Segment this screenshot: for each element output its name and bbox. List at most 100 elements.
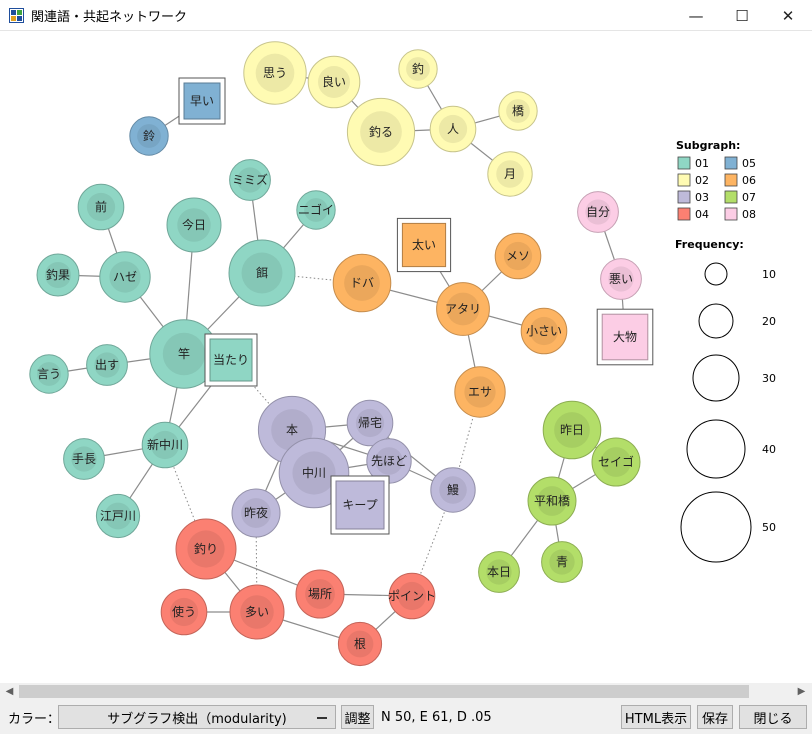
node-釣[interactable]: 釣 xyxy=(398,49,438,89)
scroll-right-icon[interactable]: ▶ xyxy=(797,686,806,697)
node-使う[interactable]: 使う xyxy=(160,588,208,636)
node-場所[interactable]: 場所 xyxy=(295,569,345,619)
node-core xyxy=(397,581,427,611)
node-core xyxy=(162,332,206,376)
color-mode-select[interactable]: サブグラフ検出（modularity) xyxy=(58,705,336,729)
node-core xyxy=(360,111,402,153)
node-core xyxy=(44,261,72,289)
color-mode-value: サブグラフ検出（modularity) xyxy=(107,711,287,727)
node-label: メソ xyxy=(506,249,530,263)
node-思う[interactable]: 思う xyxy=(243,41,307,105)
maximize-button[interactable]: ☐ xyxy=(735,6,749,25)
node-鈴[interactable]: 鈴 xyxy=(129,116,169,156)
node-core xyxy=(496,160,524,188)
node-月[interactable]: 月 xyxy=(487,151,533,197)
node-今日[interactable]: 今日 xyxy=(166,197,222,253)
node-core xyxy=(305,579,335,609)
node-core xyxy=(503,241,533,271)
node-core xyxy=(241,252,283,294)
node-label: 釣り xyxy=(194,541,218,556)
node-ニゴイ[interactable]: ニゴイ xyxy=(296,190,336,230)
node-core xyxy=(240,595,274,629)
node-先ほど[interactable]: 先ほど xyxy=(366,438,412,484)
node-悪い[interactable]: 悪い xyxy=(600,258,642,300)
node-鰻[interactable]: 鰻 xyxy=(430,467,476,513)
node-core xyxy=(406,57,430,81)
node-帰宅[interactable]: 帰宅 xyxy=(346,399,394,447)
scroll-left-icon[interactable]: ◀ xyxy=(5,686,14,697)
node-core xyxy=(537,486,567,516)
node-出す[interactable]: 出す xyxy=(86,344,128,386)
node-label: 本日 xyxy=(487,565,511,579)
node-キープ[interactable]: キープ xyxy=(330,475,390,535)
node-小さい[interactable]: 小さい xyxy=(520,307,568,355)
node-ドバ[interactable]: ドバ xyxy=(332,253,392,313)
node-早い[interactable]: 早い xyxy=(178,77,226,125)
node-label: 人 xyxy=(447,122,459,136)
node-アタリ[interactable]: アタリ xyxy=(436,282,490,336)
node-平和橋[interactable]: 平和橋 xyxy=(527,476,577,526)
node-core xyxy=(241,498,271,528)
node-label: 多い xyxy=(245,605,269,619)
node-釣る[interactable]: 釣る xyxy=(346,97,416,167)
node-昨夜[interactable]: 昨夜 xyxy=(231,488,281,538)
close-button[interactable]: 閉じる xyxy=(739,705,807,729)
node-人[interactable]: 人 xyxy=(429,105,477,153)
node-ポイント[interactable]: ポイント xyxy=(388,572,436,620)
network-stats: N 50, E 61, D .05 xyxy=(381,709,492,725)
node-label: 根 xyxy=(354,637,366,651)
node-セイゴ[interactable]: セイゴ xyxy=(591,437,641,487)
legend-swatch-04 xyxy=(677,207,691,221)
node-自分[interactable]: 自分 xyxy=(577,191,619,233)
node-本日[interactable]: 本日 xyxy=(478,551,520,593)
node-core xyxy=(94,352,120,378)
node-大物[interactable]: 大物 xyxy=(596,308,654,366)
node-青[interactable]: 青 xyxy=(541,541,583,583)
node-label: 鈴 xyxy=(143,128,155,143)
node-label: 前 xyxy=(95,199,107,214)
node-label: 早い xyxy=(190,94,214,108)
minimize-button[interactable]: — xyxy=(688,6,704,25)
node-core xyxy=(375,447,403,475)
node-太い[interactable]: 太い xyxy=(396,217,452,273)
adjust-button[interactable]: 調整 xyxy=(341,705,374,729)
node-江戸川[interactable]: 江戸川 xyxy=(95,493,141,539)
close-window-button[interactable]: ✕ xyxy=(781,6,795,25)
network-canvas[interactable]: 思う 良い 釣る 釣人 橋月 早い鈴ミミズニゴイ 今日 前餌 釣果 ハゼ竿 当たり 出す 言う新中川手長… xyxy=(0,31,812,683)
node-core xyxy=(446,292,480,326)
node-餌[interactable]: 餌 xyxy=(228,239,296,307)
legend-swatch-02 xyxy=(677,173,691,187)
node-label: アタリ xyxy=(445,302,481,316)
node-新中川[interactable]: 新中川 xyxy=(141,421,189,469)
save-button[interactable]: 保存 xyxy=(697,705,733,729)
node-言う[interactable]: 言う xyxy=(29,354,69,394)
node-メソ[interactable]: メソ xyxy=(494,232,542,280)
node-多い[interactable]: 多い xyxy=(229,584,285,640)
node-当たり[interactable]: 当たり xyxy=(204,333,258,387)
node-ハゼ[interactable]: ハゼ xyxy=(99,251,151,303)
node-前[interactable]: 前 xyxy=(77,183,125,231)
window-title: 関連語・共起ネットワーク xyxy=(31,10,188,25)
node-釣り[interactable]: 釣り xyxy=(175,518,237,580)
node-label: ミミズ xyxy=(232,172,268,187)
horizontal-scrollbar[interactable]: ◀ ▶ xyxy=(0,683,812,700)
node-手長[interactable]: 手長 xyxy=(63,438,105,480)
node-橋[interactable]: 橋 xyxy=(498,91,538,131)
node-エサ[interactable]: エサ xyxy=(454,366,506,418)
legend-freq-circle-40 xyxy=(686,419,746,479)
node-label: 手長 xyxy=(72,452,96,466)
node-label: ポイント xyxy=(388,589,436,603)
node-良い[interactable]: 良い xyxy=(307,55,361,109)
node-昨日[interactable]: 昨日 xyxy=(542,400,602,460)
node-釣果[interactable]: 釣果 xyxy=(36,253,80,297)
node-core xyxy=(292,451,336,495)
node-core xyxy=(464,376,496,408)
node-根[interactable]: 根 xyxy=(337,621,383,667)
scroll-thumb[interactable] xyxy=(19,685,749,698)
node-core xyxy=(255,53,295,93)
html-view-button[interactable]: HTML表示 xyxy=(621,705,691,729)
node-竿[interactable]: 竿 xyxy=(149,319,219,389)
legend-group-07: 07 xyxy=(742,191,756,204)
node-ミミズ[interactable]: ミミズ xyxy=(229,159,271,201)
